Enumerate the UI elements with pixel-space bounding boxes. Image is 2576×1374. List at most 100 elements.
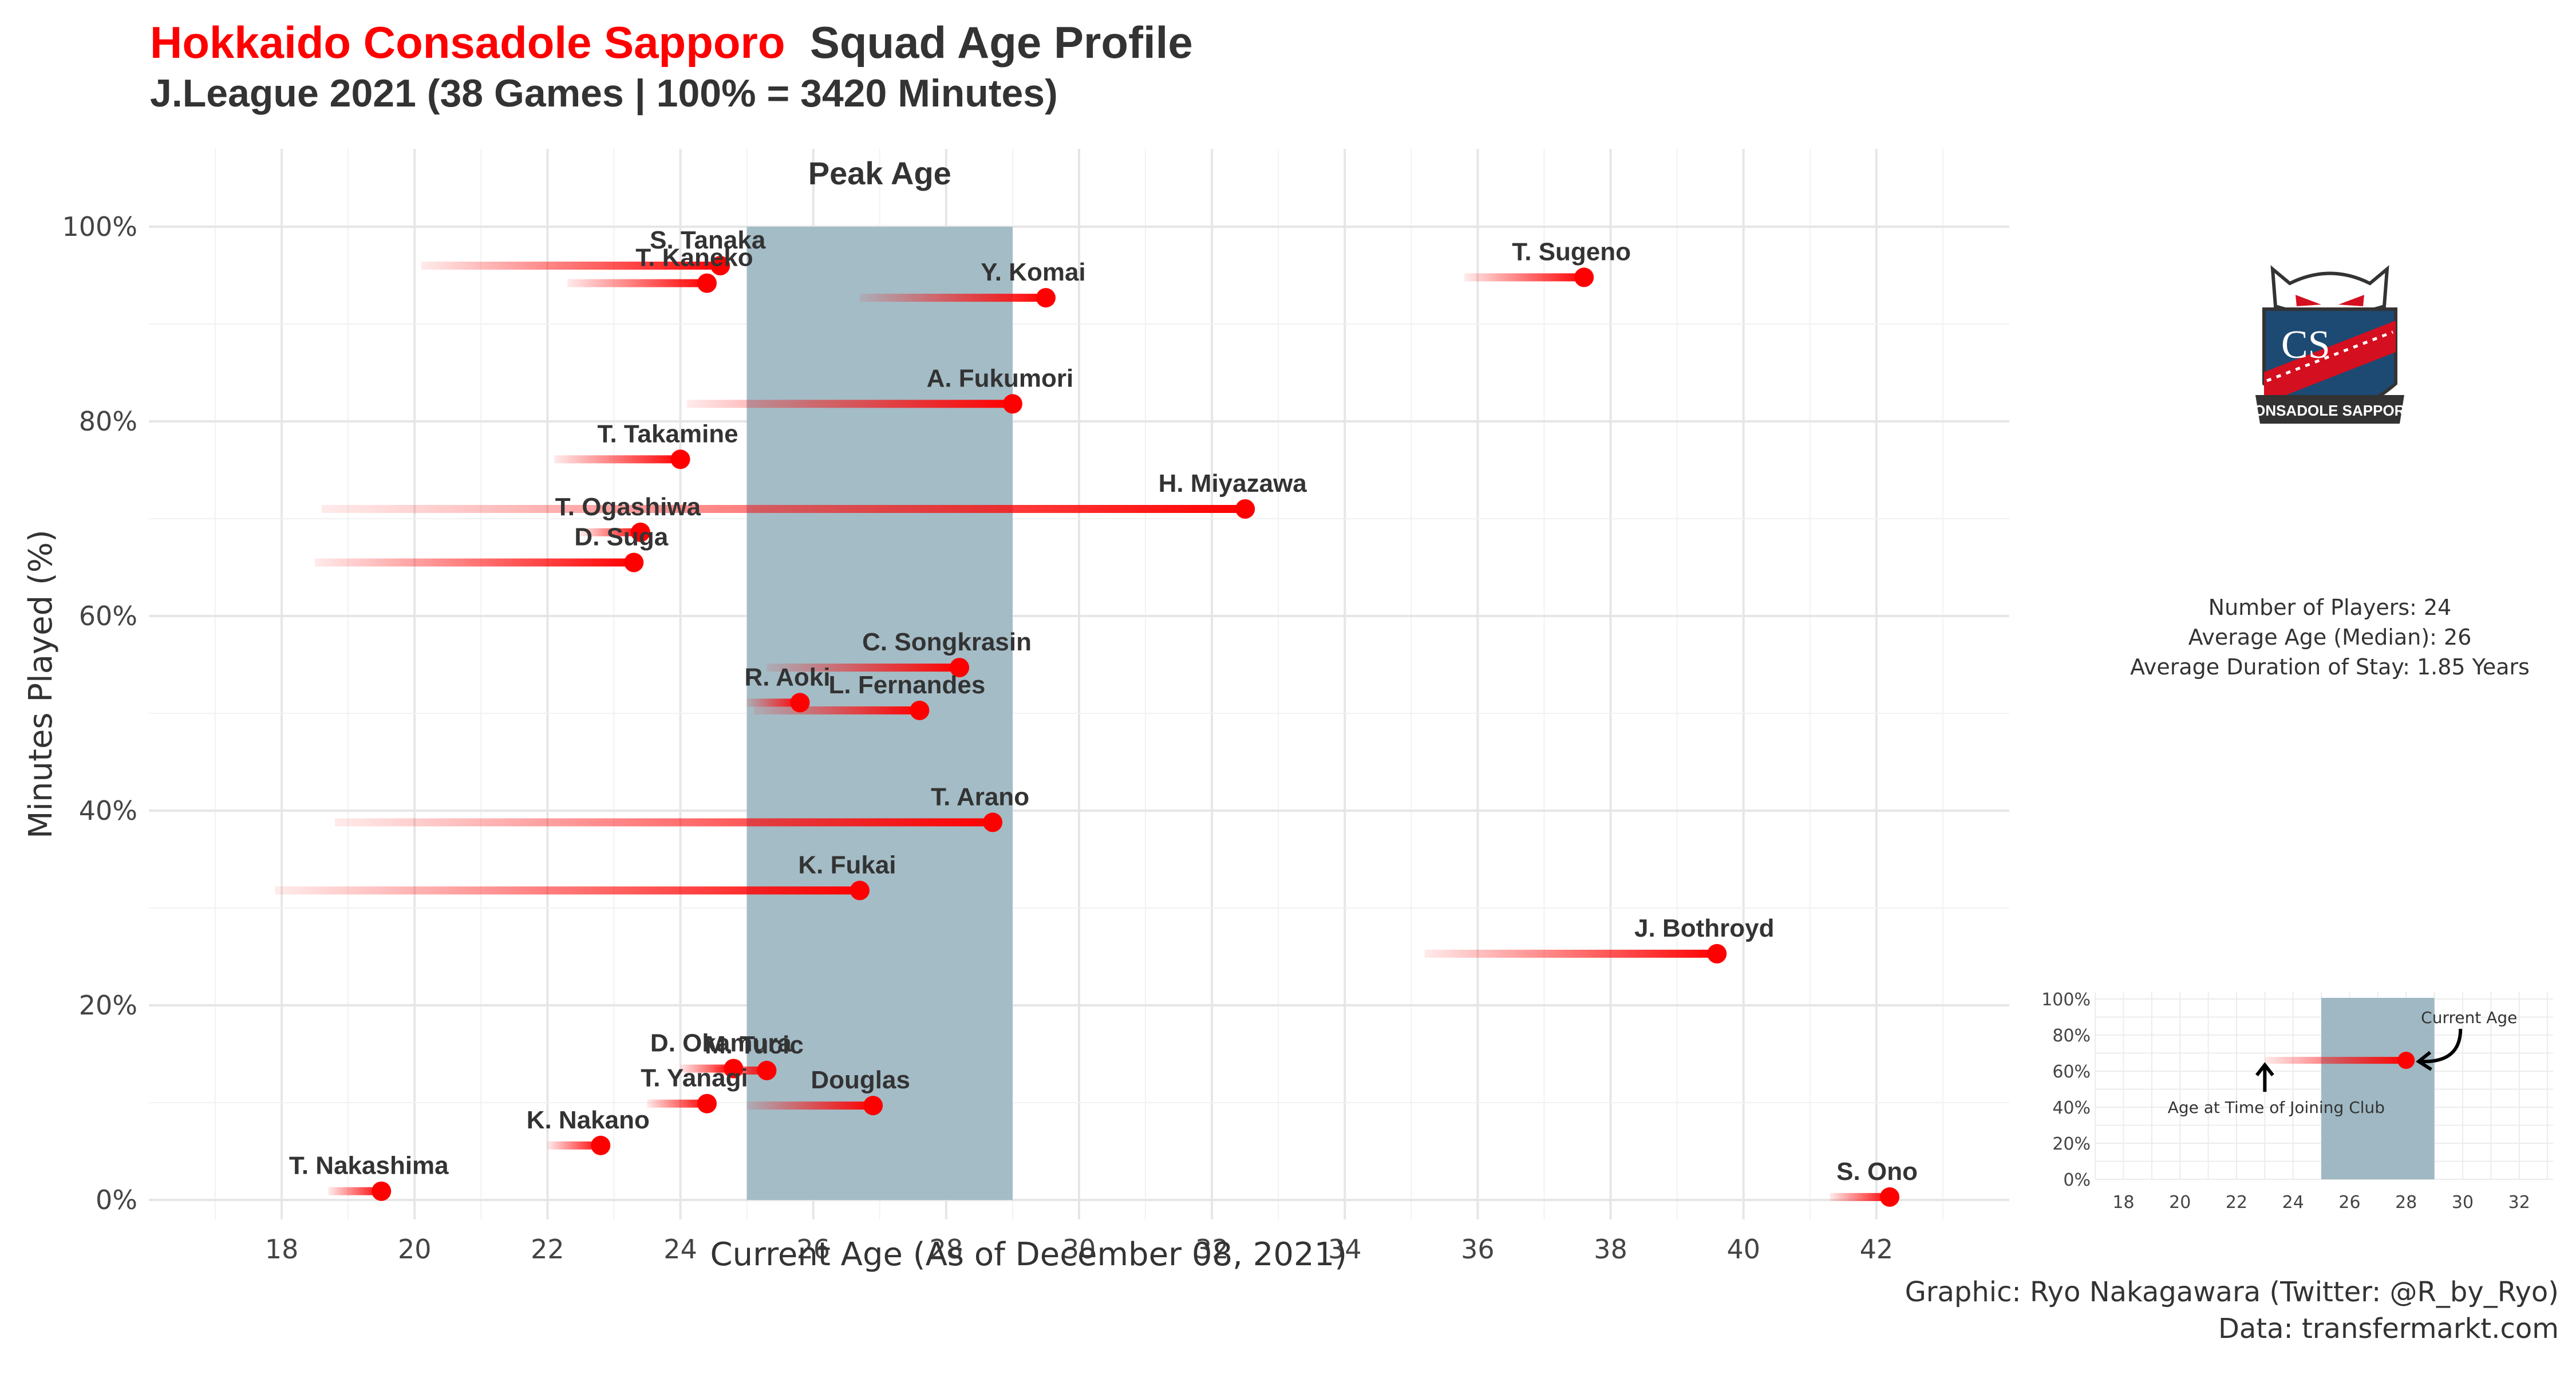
player-point [850,881,870,901]
inset-x-tick-label: 18 [2112,1193,2134,1213]
credit-line: Graphic: Ryo Nakagawara (Twitter: @R_by_… [1905,1276,2559,1308]
tenure-line [567,279,707,287]
y-tick-label: 60% [79,601,137,631]
player-point [710,256,730,275]
median-age: Average Age (Median): 26 [2188,625,2472,650]
player-mark: T. Kaneko [567,244,753,293]
tenure-line [746,698,800,707]
inset-x-tick-label: 22 [2226,1193,2247,1213]
player-label: M. Tucic [705,1031,804,1059]
caption: Graphic: Ryo Nakagawara (Twitter: @R_by_… [1905,1274,2559,1347]
tenure-line [647,1099,707,1108]
player-label: Douglas [811,1066,910,1094]
x-tick-label: 22 [531,1234,564,1265]
player-mark: T. Sugeno [1464,238,1631,287]
tenure-line [547,1141,601,1150]
inset-example-point [2397,1052,2415,1069]
inset-y-tick-label: 100% [2041,990,2091,1010]
player-point [1707,943,1727,964]
player-mark: S. Ono [1830,1158,1918,1207]
player-label: L. Fernandes [829,671,986,699]
average-stay: Average Duration of Stay: 1.85 Years [2130,654,2530,680]
tenure-line [746,1101,874,1110]
x-tick-label: 20 [398,1234,432,1265]
grid [149,149,2009,1219]
player-point [983,812,1003,832]
player-point [1002,394,1022,414]
player-mark: K. Nakano [527,1106,650,1155]
tenure-line [315,558,634,567]
title-rest: Squad Age Profile [809,17,1193,68]
player-point [950,658,970,678]
player-point [630,522,650,542]
inset-y-tick-label: 60% [2052,1062,2091,1082]
player-mark: K. Fukai [275,851,896,901]
chart-subtitle: J.League 2021 (38 Games | 100% = 3420 Mi… [150,72,1058,115]
player-mark: M. Tucic [705,1031,804,1080]
player-label: J. Bothroyd [1634,914,1774,942]
tenure-line [713,1066,767,1075]
player-point [624,552,644,572]
tenure-line [753,706,920,714]
player-mark: D. Suga [315,523,669,572]
x-tick-label: 36 [1461,1234,1495,1265]
player-point [757,1060,777,1080]
player-mark: T. Yanagi [641,1064,748,1114]
crest-monogram: CS [2281,323,2330,367]
player-mark: S. Tanaka [421,226,766,275]
x-tick-label: 32 [1195,1234,1229,1265]
tenure-line [328,1187,382,1195]
player-label: T. Kaneko [635,244,753,272]
player-label: K. Nakano [527,1106,650,1134]
player-label: T. Ogashiwa [555,493,701,521]
club-name: Hokkaido Consadole Sapporo [150,17,785,68]
source-line: Data: transfermarkt.com [2218,1313,2559,1345]
y-tick-label: 20% [79,990,137,1021]
player-mark: Douglas [746,1066,910,1116]
inset-label-current-age: Current Age [2421,1008,2517,1027]
x-tick-label: 18 [265,1234,299,1265]
player-point [591,1135,611,1155]
player-mark: Y. Komai [859,258,1086,308]
player-mark: T. Arano [335,783,1029,832]
player-mark: T. Ogashiwa [555,493,701,542]
player-point [1880,1187,1900,1207]
summary-stats: Number of Players: 24 Average Age (Media… [2072,593,2576,682]
tenure-line [1464,273,1585,282]
x-tick-label: 26 [796,1234,830,1265]
tenure-line [275,886,860,895]
inset-example-line [2265,1057,2407,1064]
tenure-line [687,400,1013,408]
inset-x-tick-label: 26 [2338,1193,2360,1213]
player-label: T. Yanagi [641,1064,748,1092]
player-mark: C. Songkrasin [767,628,1032,678]
player-mark: A. Fukumori [687,364,1073,414]
legend-inset: 18 20 22 24 26 28 30 32 0% 20% 40% 60% 80% 100% Curren… [2041,990,2553,1213]
shield [2262,307,2397,414]
title-block: Hokkaido Consadole Sapporo Squad Age Pro… [150,16,1193,118]
inset-x-tick-label: 32 [2508,1193,2530,1213]
player-point [670,449,690,469]
y-tick-label: 40% [79,795,137,826]
player-label: R. Aoki [745,663,831,691]
tenure-line [335,818,993,827]
inset-x-tick-label: 24 [2282,1193,2304,1213]
y-axis-title: Minutes Played (%) [22,530,60,839]
inset-y-tick-label: 0% [2063,1170,2091,1190]
player-label: Y. Komai [981,258,1085,286]
tenure-line [554,455,681,464]
player-mark: T. Takamine [554,420,738,469]
player-label: S. Ono [1836,1158,1918,1186]
y-tick-label: 100% [62,211,137,242]
x-tick-label: 24 [663,1234,697,1265]
player-label: C. Songkrasin [862,628,1032,656]
inset-x-tick-label: 30 [2452,1193,2474,1213]
player-label: T. Nakashima [289,1152,449,1180]
player-label: D. Okamura [650,1029,792,1057]
inset-peak-band [2321,998,2435,1179]
player-point [697,273,717,293]
player-point [910,700,930,720]
x-axis-title: Current Age (As of December 08, 2021) [710,1236,1348,1273]
